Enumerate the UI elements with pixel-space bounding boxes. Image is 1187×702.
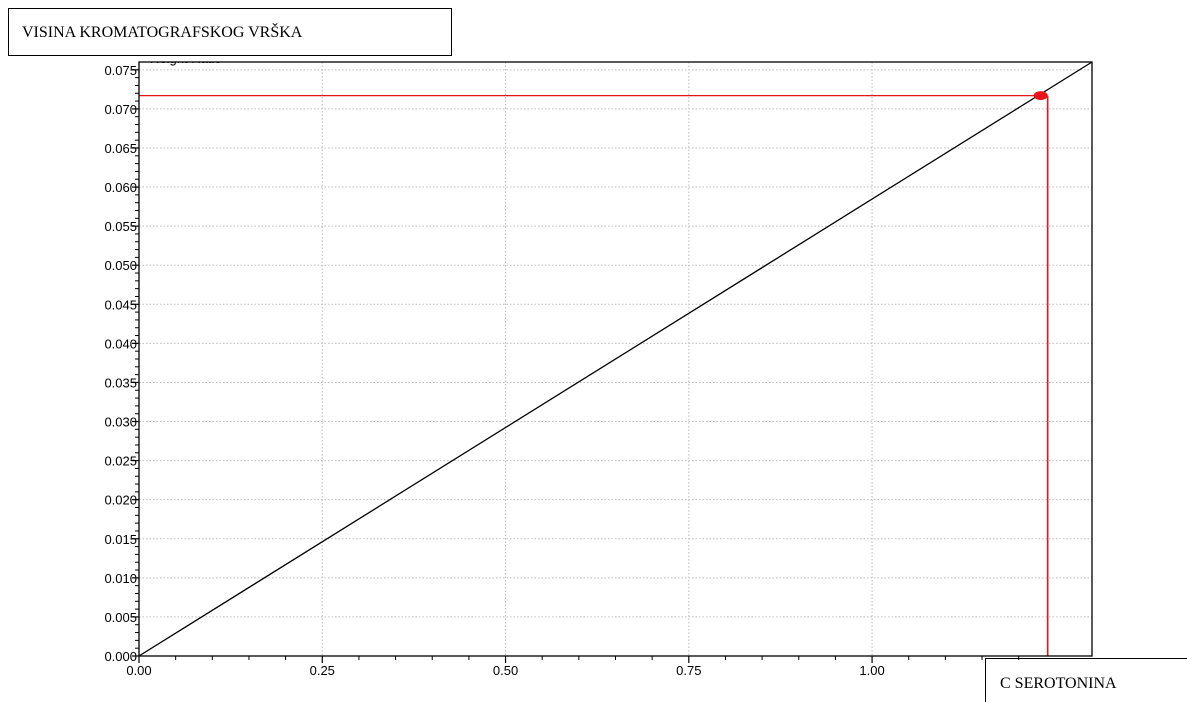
y-tick-label: 0.025 — [104, 454, 137, 469]
x-ticks: 0.00 0.25 0.50 0.75 1.00 — [126, 656, 1020, 678]
y-tick-label: 0.015 — [104, 532, 137, 547]
y-tick-label: 0.070 — [104, 102, 137, 117]
y-tick-label: 0.005 — [104, 610, 137, 625]
y-axis-label-partial: Height Ratio — [150, 51, 222, 66]
y-tick-label: 0.075 — [104, 63, 137, 78]
y-tick-label: 0.050 — [104, 258, 137, 273]
y-ticks: 0.000 0.005 0.010 0.015 0.020 0.025 0.030 0.035… — [104, 63, 139, 664]
x-axis-label: C SEROTONINA — [1000, 675, 1117, 692]
y-tick-label: 0.045 — [104, 297, 137, 312]
y-tick-label: 0.040 — [104, 336, 137, 351]
y-label-box — [8, 8, 452, 56]
y-tick-label: 0.065 — [104, 141, 137, 156]
y-tick-label: 0.000 — [104, 649, 137, 664]
x-tick-label: 0.75 — [676, 663, 701, 678]
calibration-line — [138, 61, 1093, 657]
y-tick-label: 0.020 — [104, 493, 137, 508]
y-tick-label: 0.035 — [104, 375, 137, 390]
y-axis-label: VISINA KROMATOGRAFSKOG VRŠKA — [22, 22, 303, 41]
x-tick-label: 0.25 — [310, 663, 335, 678]
marker-group — [139, 91, 1049, 656]
plot-frame — [138, 61, 1093, 657]
y-tick-label: 0.010 — [104, 571, 137, 586]
marked-data-point — [1033, 91, 1048, 101]
series-group — [138, 61, 1093, 657]
y-tick-label: 0.030 — [104, 415, 137, 430]
x-tick-label: 1.00 — [859, 663, 884, 678]
x-tick-label: 0.00 — [126, 663, 151, 678]
x-tick-label: 0.50 — [493, 663, 518, 678]
y-tick-label: 0.055 — [104, 219, 137, 234]
grid — [139, 62, 1092, 656]
y-tick-label: 0.060 — [104, 180, 137, 195]
